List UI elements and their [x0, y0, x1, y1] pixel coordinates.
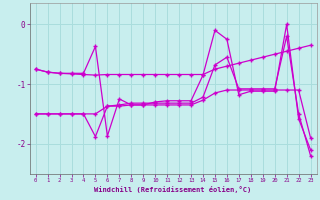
X-axis label: Windchill (Refroidissement éolien,°C): Windchill (Refroidissement éolien,°C)	[94, 186, 252, 193]
